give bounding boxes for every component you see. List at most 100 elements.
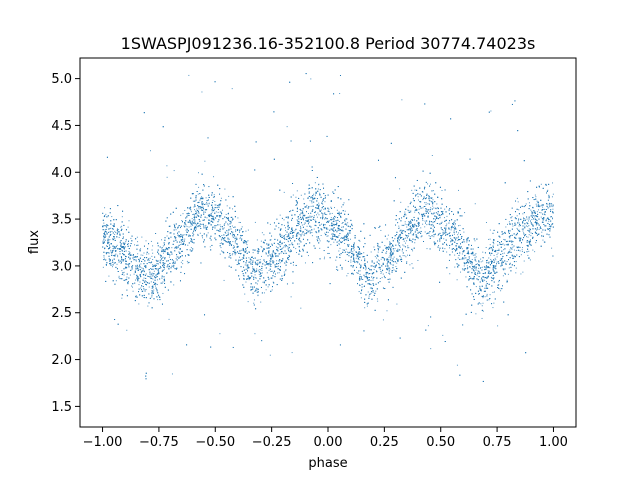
data-point <box>168 318 170 320</box>
data-point <box>221 242 223 244</box>
data-point <box>292 264 294 266</box>
data-point <box>247 301 249 303</box>
data-point <box>285 270 287 272</box>
data-point <box>359 270 361 272</box>
data-point <box>273 261 275 263</box>
data-point <box>404 213 406 215</box>
data-point <box>243 250 245 252</box>
data-point <box>410 232 412 234</box>
data-point <box>156 263 158 265</box>
data-point <box>438 245 440 247</box>
data-point <box>449 231 451 233</box>
data-point <box>130 237 132 239</box>
data-point <box>128 253 130 255</box>
data-point <box>283 245 285 247</box>
data-point <box>403 245 405 247</box>
data-point <box>357 262 359 264</box>
data-point <box>219 242 221 244</box>
data-point <box>205 197 207 199</box>
data-point <box>318 208 320 210</box>
data-point <box>277 243 279 245</box>
data-point <box>480 267 482 269</box>
data-point <box>269 263 271 265</box>
data-point <box>112 228 114 230</box>
data-point <box>302 214 304 216</box>
data-point <box>506 260 508 262</box>
data-point <box>417 259 419 261</box>
data-point <box>533 210 535 212</box>
data-point <box>180 261 182 263</box>
data-point <box>544 214 546 216</box>
data-point <box>231 225 233 227</box>
data-point <box>385 272 387 274</box>
data-point <box>117 231 119 233</box>
data-point <box>145 240 147 242</box>
data-point <box>552 218 554 220</box>
data-point <box>497 249 499 251</box>
data-point <box>143 252 145 254</box>
data-point <box>381 271 383 273</box>
data-point <box>259 273 261 275</box>
data-point <box>370 284 372 286</box>
data-point <box>139 249 141 251</box>
data-point <box>311 202 313 204</box>
data-point <box>198 208 200 210</box>
data-point <box>355 257 357 259</box>
data-point <box>147 305 149 307</box>
data-point <box>278 244 280 246</box>
data-point <box>454 248 456 250</box>
data-point <box>176 247 178 249</box>
data-point <box>328 241 330 243</box>
data-point <box>299 221 301 223</box>
data-point <box>277 247 279 249</box>
data-point <box>286 126 288 128</box>
data-point <box>551 196 553 198</box>
data-point <box>471 258 473 260</box>
data-point <box>336 209 338 211</box>
data-point <box>535 224 537 226</box>
data-point <box>422 207 424 209</box>
data-point <box>257 295 259 297</box>
data-point <box>482 257 484 259</box>
data-point <box>390 253 392 255</box>
data-point <box>447 233 449 235</box>
data-point <box>242 274 244 276</box>
data-point <box>116 244 118 246</box>
data-point <box>533 210 535 212</box>
data-point <box>105 252 107 254</box>
data-point <box>283 191 285 193</box>
data-point <box>457 257 459 259</box>
data-point <box>339 247 341 249</box>
data-point <box>104 229 106 231</box>
data-point <box>140 272 142 274</box>
data-point <box>516 249 518 251</box>
data-point <box>474 240 476 242</box>
data-point <box>306 225 308 227</box>
data-point <box>408 229 410 231</box>
data-point <box>311 232 313 234</box>
data-point <box>235 239 237 241</box>
data-point <box>324 195 326 197</box>
data-point <box>320 234 322 236</box>
data-point <box>136 264 138 266</box>
data-point <box>380 272 382 274</box>
data-point <box>406 240 408 242</box>
data-point <box>271 289 273 291</box>
data-point <box>413 233 415 235</box>
data-point <box>185 229 187 231</box>
data-point <box>524 225 526 227</box>
data-point <box>205 203 207 205</box>
data-point <box>300 194 302 196</box>
data-point <box>288 236 290 238</box>
data-point <box>378 260 380 262</box>
data-point <box>317 188 319 190</box>
data-point <box>244 264 246 266</box>
data-point <box>482 257 484 259</box>
data-point <box>194 215 196 217</box>
data-point <box>333 231 335 233</box>
data-point <box>408 247 410 249</box>
data-point <box>139 281 141 283</box>
data-point <box>404 237 406 239</box>
data-point <box>161 249 163 251</box>
data-point <box>360 277 362 279</box>
